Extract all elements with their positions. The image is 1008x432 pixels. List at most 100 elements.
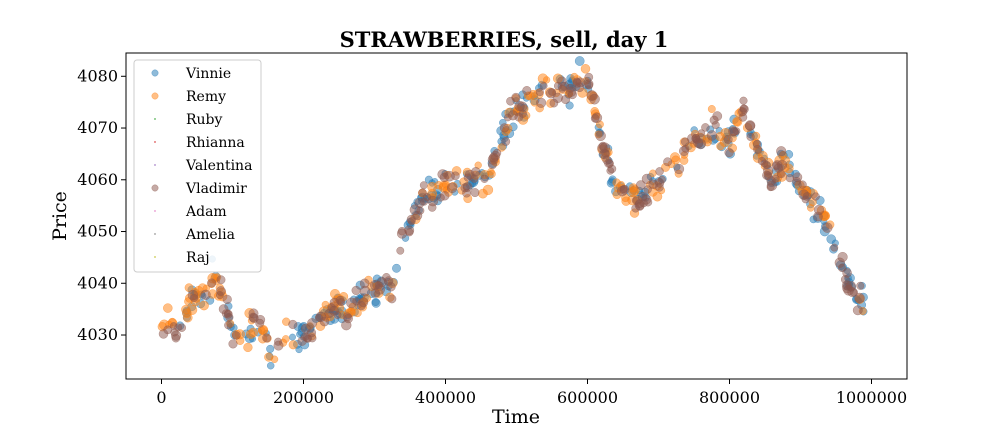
- point-vladimir: [480, 174, 489, 183]
- point-vladimir: [487, 160, 497, 170]
- legend-marker: [154, 210, 156, 212]
- point-vladimir: [171, 330, 182, 341]
- y-tick-label: 4080: [77, 66, 118, 85]
- point-vladimir: [561, 94, 571, 105]
- point-vladimir: [418, 188, 427, 198]
- point-vladimir: [228, 339, 238, 349]
- point-vladimir: [262, 333, 272, 343]
- plot-area: [125, 52, 908, 380]
- data-points: [157, 56, 868, 370]
- point-vladimir: [463, 173, 472, 182]
- point-vladimir: [174, 323, 183, 332]
- point-vladimir: [306, 328, 317, 338]
- point-vladimir: [739, 96, 748, 105]
- point-vladimir: [631, 204, 640, 213]
- point-vladimir: [535, 88, 544, 97]
- point-vladimir: [440, 191, 450, 201]
- point-vladimir: [327, 303, 336, 312]
- point-vladimir: [207, 278, 217, 288]
- point-vladimir: [706, 130, 718, 141]
- point-vladimir: [416, 206, 425, 215]
- point-vladimir: [678, 145, 690, 157]
- point-vladimir: [503, 113, 512, 122]
- point-vladimir: [572, 78, 582, 88]
- point-vladimir: [506, 96, 515, 106]
- point-remy: [163, 303, 173, 313]
- point-vladimir: [616, 185, 628, 197]
- point-vinnie: [266, 344, 275, 353]
- point-vladimir: [724, 147, 734, 158]
- point-vladimir: [386, 282, 396, 292]
- y-tick-label: 4050: [77, 222, 118, 241]
- chart-title: STRAWBERRIES, sell, day 1: [340, 27, 669, 52]
- point-vladimir: [274, 337, 283, 346]
- point-vinnie: [266, 361, 275, 370]
- y-tick-label: 4040: [77, 273, 118, 292]
- point-vladimir: [444, 170, 455, 182]
- point-vladimir: [837, 263, 847, 273]
- point-vinnie: [574, 56, 585, 66]
- x-tick-label: 200000: [273, 388, 334, 407]
- legend-marker: [154, 256, 156, 258]
- x-tick-label: 800000: [699, 388, 760, 407]
- point-vladimir: [746, 132, 755, 142]
- point-vladimir: [837, 251, 848, 263]
- point-vladimir: [158, 329, 169, 339]
- point-vladimir: [776, 146, 787, 157]
- point-vladimir: [231, 331, 241, 340]
- point-vladimir: [337, 298, 346, 307]
- legend-label: Raj: [186, 250, 210, 266]
- point-vladimir: [446, 182, 458, 194]
- point-remy: [259, 326, 268, 335]
- point-remy: [707, 105, 716, 113]
- point-vladimir: [673, 163, 685, 175]
- point-vladimir: [591, 112, 603, 124]
- point-vladimir: [753, 144, 763, 154]
- legend-marker: [154, 141, 156, 143]
- point-vladimir: [216, 275, 226, 285]
- point-vladimir: [739, 104, 748, 113]
- x-axis-label: Time: [492, 406, 540, 428]
- point-vladimir: [470, 188, 480, 198]
- point-vladimir: [224, 321, 233, 330]
- point-vladimir: [663, 157, 673, 167]
- point-vladimir: [641, 173, 653, 185]
- point-vladimir: [536, 97, 547, 108]
- point-vinnie: [371, 297, 380, 307]
- point-vladimir: [657, 175, 666, 184]
- point-vladimir: [723, 134, 733, 144]
- point-remy: [434, 181, 443, 190]
- point-vladimir: [255, 314, 266, 325]
- point-vladimir: [584, 79, 594, 89]
- point-vladimir: [288, 319, 298, 329]
- legend-marker: [154, 233, 156, 235]
- point-vinnie: [295, 346, 303, 354]
- y-axis: 4030 4040 4050 4060 4070 4080: [77, 66, 126, 344]
- point-remy: [487, 168, 495, 176]
- legend-label: Rhianna: [186, 135, 245, 151]
- point-remy: [580, 64, 591, 74]
- legend: Vinnie Remy Ruby Rhianna Valentina Vladimir Ad…: [133, 59, 262, 273]
- y-tick-label: 4030: [77, 325, 118, 344]
- legend-label: Adam: [185, 204, 227, 220]
- point-vladimir: [766, 183, 775, 192]
- point-vladimir: [414, 197, 425, 208]
- x-tick-label: 0: [156, 388, 166, 407]
- point-vladimir: [792, 172, 803, 183]
- point-vladimir: [811, 192, 820, 201]
- point-remy: [199, 300, 209, 311]
- point-vladimir: [248, 308, 259, 319]
- point-remy: [353, 308, 362, 318]
- point-vladimir: [852, 305, 863, 316]
- legend-label: Valentina: [185, 158, 252, 174]
- point-remy: [248, 327, 258, 338]
- legend-marker: [154, 164, 156, 166]
- legend-label: Vinnie: [185, 66, 231, 82]
- point-vladimir: [771, 174, 780, 183]
- point-vladimir: [419, 181, 428, 190]
- point-vladimir: [763, 171, 773, 180]
- point-vladimir: [595, 130, 606, 142]
- point-vladimir: [215, 291, 224, 300]
- point-vladimir: [757, 156, 767, 166]
- point-vladimir: [406, 214, 416, 224]
